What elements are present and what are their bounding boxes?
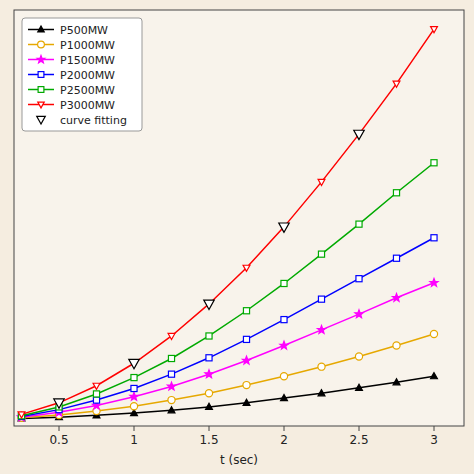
legend-label: P2500MW (60, 84, 115, 97)
line-marker (281, 394, 288, 400)
x-tick-label: 0.5 (49, 433, 68, 447)
series-line (22, 283, 435, 417)
line-marker (18, 413, 24, 419)
line-marker (168, 407, 175, 413)
line-marker (356, 221, 362, 227)
line-marker (431, 160, 437, 166)
series-line (22, 238, 435, 417)
line-marker (393, 379, 400, 385)
x-tick-label: 2.5 (349, 433, 368, 447)
line-marker (393, 81, 400, 87)
line-marker (168, 396, 175, 403)
line-marker (243, 265, 250, 271)
line-marker (243, 308, 249, 314)
line-marker (243, 381, 250, 388)
line-marker (431, 27, 438, 33)
legend-box (22, 18, 142, 131)
line-marker (205, 390, 212, 397)
line-marker (130, 392, 138, 400)
plot-area (14, 10, 464, 426)
line-marker (393, 342, 400, 349)
line-marker (393, 255, 399, 261)
legend: P500MW P1000MW P1500MW P2000MW P2500MW P3000M… (22, 18, 142, 131)
line-marker (280, 341, 288, 349)
line-marker (242, 356, 250, 364)
legend-marker (37, 55, 45, 62)
data-layer (17, 27, 438, 422)
x-tick (284, 426, 285, 431)
scatter-point (129, 359, 139, 368)
line-marker (280, 373, 287, 380)
line-marker (318, 296, 324, 302)
line-marker (168, 355, 174, 361)
line-marker (168, 333, 175, 339)
line-marker (206, 403, 213, 409)
series-line (22, 163, 435, 416)
legend-label: P1500MW (60, 54, 115, 67)
x-tick (359, 426, 360, 431)
line-marker (318, 363, 325, 370)
legend-label: P500MW (60, 24, 108, 37)
x-tick-label: 1 (130, 433, 138, 447)
line-marker (318, 179, 325, 185)
line-marker (131, 375, 137, 381)
line-marker (430, 278, 438, 286)
line-marker (167, 382, 175, 390)
legend-marker (38, 72, 44, 78)
legend-marker (37, 116, 46, 124)
plot-frame (14, 10, 464, 426)
line-marker (18, 412, 25, 418)
scatter-point (204, 300, 214, 309)
x-tick-label: 1.5 (199, 433, 218, 447)
line-marker (430, 330, 437, 337)
scatter-point (54, 399, 64, 408)
line-marker (206, 355, 212, 361)
background (0, 0, 474, 474)
series-line (22, 29, 435, 414)
line-marker (130, 403, 137, 410)
line-marker (356, 384, 363, 390)
legend-marker (38, 41, 45, 48)
line-marker (17, 413, 25, 421)
x-tick (59, 426, 60, 431)
line-marker (431, 235, 437, 241)
line-marker (93, 391, 99, 397)
legend-marker (38, 87, 44, 93)
line-marker (392, 293, 400, 301)
line-marker (281, 280, 287, 286)
legend-label: P3000MW (60, 99, 115, 112)
chart: 0.511.522.53t (sec)P500MWP1000MWP1500MWP… (0, 0, 474, 474)
series-line (22, 334, 435, 418)
x-tick (134, 426, 135, 431)
line-marker (356, 276, 362, 282)
line-marker (431, 373, 438, 379)
legend-marker (38, 102, 44, 108)
x-tick-label: 2 (280, 433, 288, 447)
scatter-point (279, 223, 289, 232)
legend-marker (38, 26, 44, 32)
line-marker (205, 370, 213, 378)
line-marker (318, 251, 324, 257)
scatter-point (354, 130, 364, 139)
line-marker (168, 371, 174, 377)
legend-label: curve fitting (60, 114, 127, 127)
line-marker (317, 326, 325, 334)
legend-label: P2000MW (60, 69, 115, 82)
line-marker (355, 310, 363, 318)
line-marker (206, 333, 212, 339)
line-marker (243, 336, 249, 342)
line-marker (93, 397, 99, 403)
line-marker (243, 399, 250, 405)
x-tick (209, 426, 210, 431)
x-axis-label: t (sec) (220, 453, 258, 467)
line-marker (355, 353, 362, 360)
line-marker (281, 317, 287, 323)
x-tick (434, 426, 435, 431)
line-marker (318, 390, 325, 396)
line-marker (393, 190, 399, 196)
line-marker (93, 383, 100, 389)
x-tick-label: 3 (430, 433, 438, 447)
legend-label: P1000MW (60, 39, 115, 52)
line-marker (131, 385, 137, 391)
